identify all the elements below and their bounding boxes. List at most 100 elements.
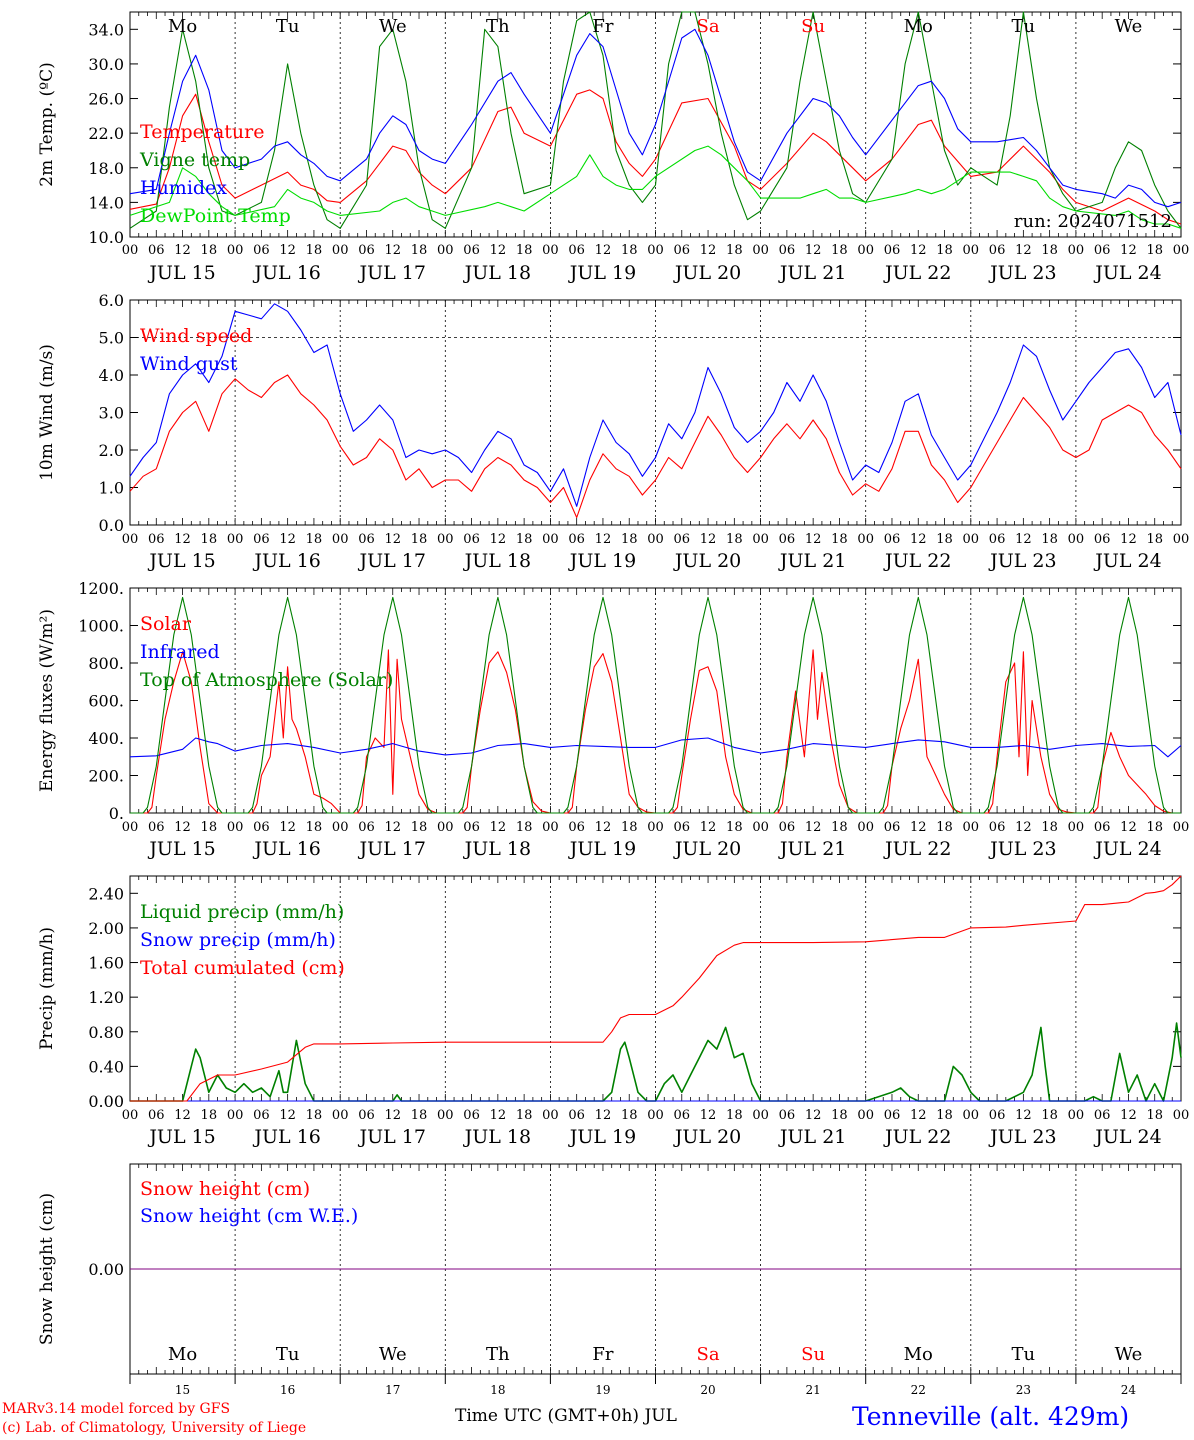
y-tick-label: 34.0	[88, 20, 124, 39]
hour-tick-label: 00	[752, 1108, 769, 1123]
hour-tick-label: 06	[358, 820, 375, 835]
hour-tick-label: 12	[1120, 243, 1137, 258]
hour-tick-label: 06	[463, 532, 480, 547]
hour-tick-label: 06	[884, 243, 901, 258]
weekday-label: Mo	[168, 16, 197, 37]
station-title: Tenneville (alt. 429m)	[852, 1402, 1130, 1431]
hour-tick-label: 00	[752, 820, 769, 835]
day-label: JUL 15	[147, 1126, 215, 1148]
hour-tick-label: 06	[884, 820, 901, 835]
hour-tick-label: 00	[542, 820, 559, 835]
day-number-label: 22	[911, 1383, 926, 1397]
hour-tick-label: 06	[674, 820, 691, 835]
hour-tick-label: 00	[542, 243, 559, 258]
hour-tick-label: 00	[1068, 820, 1085, 835]
hour-tick-label: 12	[1120, 532, 1137, 547]
y-tick-label: 10.0	[88, 228, 124, 247]
hour-tick-label: 12	[700, 243, 717, 258]
hour-tick-label: 00	[332, 1108, 349, 1123]
hour-tick-label: 00	[963, 532, 980, 547]
hour-tick-label: 18	[726, 243, 743, 258]
hour-tick-label: 18	[726, 532, 743, 547]
hour-tick-label: 06	[989, 243, 1006, 258]
hour-tick-label: 12	[1015, 532, 1032, 547]
hour-tick-label: 18	[831, 243, 848, 258]
hour-tick-label: 18	[936, 820, 953, 835]
hour-tick-label: 06	[989, 820, 1006, 835]
weekday-label: Su	[801, 16, 825, 37]
hour-tick-label: 12	[384, 1108, 401, 1123]
hour-tick-label: 18	[936, 532, 953, 547]
day-label: JUL 16	[252, 1126, 320, 1148]
day-label: JUL 21	[778, 838, 846, 860]
weekday-label: Th	[486, 16, 510, 37]
hour-tick-label: 06	[253, 820, 270, 835]
weekday-label: Tu	[1012, 1344, 1036, 1365]
hour-tick-label: 18	[1146, 820, 1163, 835]
day-number-label: 23	[1016, 1383, 1031, 1397]
hour-tick-label: 18	[726, 820, 743, 835]
legend-entry: Wind speed	[140, 325, 252, 347]
y-tick-label: 1.60	[88, 954, 124, 973]
weekday-label: We	[379, 1344, 407, 1365]
weekday-label: Th	[486, 1344, 510, 1365]
day-number-label: 18	[490, 1383, 505, 1397]
day-label: JUL 15	[147, 550, 215, 572]
day-label: JUL 18	[463, 262, 531, 284]
day-label: JUL 17	[358, 1126, 426, 1148]
hour-tick-label: 06	[884, 1108, 901, 1123]
day-label: JUL 24	[1093, 1126, 1161, 1148]
weekday-label: Mo	[904, 16, 933, 37]
hour-tick-label: 06	[989, 532, 1006, 547]
day-label: JUL 18	[463, 1126, 531, 1148]
day-label: JUL 24	[1093, 262, 1161, 284]
hour-tick-label: 06	[779, 1108, 796, 1123]
weekday-label: Mo	[904, 1344, 933, 1365]
hour-tick-label: 12	[490, 532, 507, 547]
hour-tick-label: 12	[1015, 243, 1032, 258]
hour-tick-label: 18	[1041, 820, 1058, 835]
hour-tick-label: 06	[779, 820, 796, 835]
y-tick-label: 0.0	[99, 516, 124, 535]
hour-tick-label: 00	[1068, 1108, 1085, 1123]
series-line	[129, 374, 1182, 519]
hour-tick-label: 18	[621, 820, 638, 835]
hour-tick-label: 12	[805, 820, 822, 835]
day-label: JUL 19	[568, 262, 636, 284]
y-axis-label: Precip (mm/h)	[37, 927, 57, 1050]
weekday-label: Tu	[276, 16, 300, 37]
day-label: JUL 23	[988, 1126, 1056, 1148]
day-number-label: 19	[595, 1383, 610, 1397]
hour-tick-label: 06	[568, 532, 585, 547]
legend-entry: Infrared	[140, 641, 220, 663]
weekday-label: Su	[801, 1344, 825, 1365]
hour-tick-label: 06	[1094, 243, 1111, 258]
hour-tick-label: 00	[857, 1108, 874, 1123]
hour-tick-label: 00	[647, 532, 664, 547]
hour-tick-label: 12	[910, 1108, 927, 1123]
lab-credit: (c) Lab. of Climatology, University of L…	[2, 1420, 307, 1436]
hour-tick-label: 18	[936, 1108, 953, 1123]
hour-tick-label: 00	[122, 532, 139, 547]
hour-tick-label: 18	[1041, 532, 1058, 547]
legend-entry: Snow precip (mm/h)	[140, 929, 336, 951]
hour-tick-label: 18	[516, 820, 533, 835]
hour-tick-label: 12	[490, 243, 507, 258]
y-tick-label: 1000.	[78, 617, 124, 636]
panel-1: 10.0 14.0 18.0 22.0 26.0 30.0 34.0 2m Temp. (ºC…	[37, 11, 1189, 284]
day-label: JUL 19	[568, 838, 636, 860]
hour-tick-label: 00	[122, 1108, 139, 1123]
hour-tick-label: 18	[411, 820, 428, 835]
day-label: JUL 22	[883, 550, 951, 572]
day-label: JUL 16	[252, 262, 320, 284]
day-label: JUL 21	[778, 1126, 846, 1148]
hour-tick-label: 18	[831, 820, 848, 835]
y-tick-label: 0.00	[88, 1260, 124, 1279]
hour-tick-label: 06	[358, 243, 375, 258]
hour-tick-label: 00	[752, 532, 769, 547]
day-label: JUL 20	[673, 838, 741, 860]
y-tick-label: 0.40	[88, 1057, 124, 1076]
hour-tick-label: 12	[595, 820, 612, 835]
weekday-label: Sa	[697, 16, 720, 37]
hour-tick-label: 06	[253, 532, 270, 547]
